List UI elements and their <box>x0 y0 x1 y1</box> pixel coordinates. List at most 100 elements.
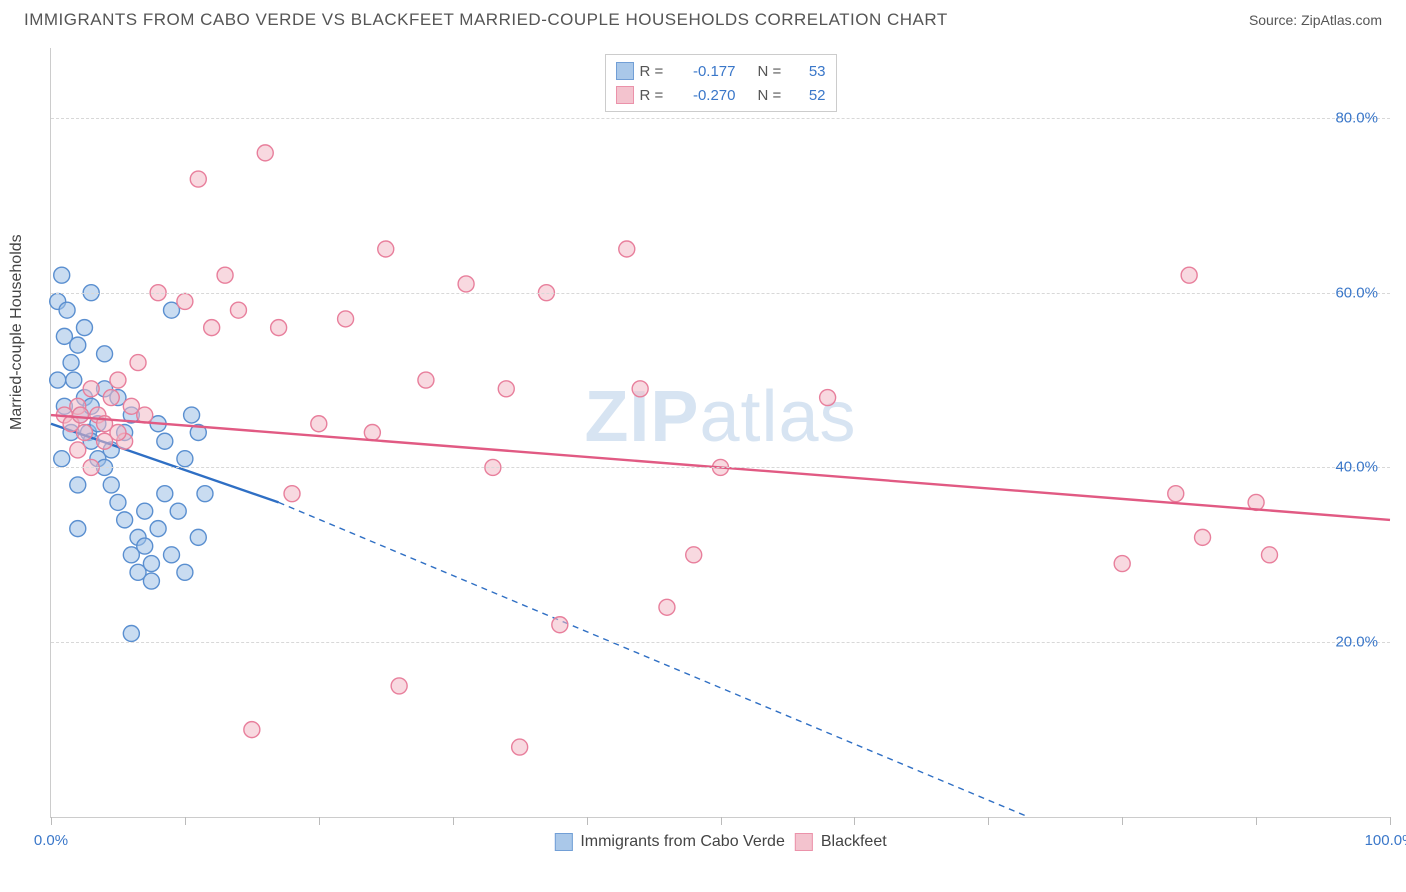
scatter-point <box>157 486 173 502</box>
scatter-point <box>103 477 119 493</box>
scatter-point <box>66 372 82 388</box>
y-tick-label: 20.0% <box>1335 634 1378 651</box>
x-tick <box>51 817 52 825</box>
x-tick <box>453 817 454 825</box>
trend-line-dashed <box>279 502 1029 817</box>
scatter-point <box>130 355 146 371</box>
legend-r-value: -0.177 <box>676 63 736 80</box>
legend-swatch <box>616 62 634 80</box>
series-legend-item: Immigrants from Cabo Verde <box>554 833 785 851</box>
y-tick-label: 40.0% <box>1335 459 1378 476</box>
legend-n-label: N = <box>758 87 788 104</box>
scatter-point <box>177 293 193 309</box>
legend-n-value: 53 <box>794 63 826 80</box>
scatter-point <box>184 407 200 423</box>
scatter-point <box>1261 547 1277 563</box>
scatter-point <box>123 625 139 641</box>
scatter-point <box>110 494 126 510</box>
scatter-point <box>110 425 126 441</box>
scatter-point <box>54 267 70 283</box>
scatter-point <box>1195 529 1211 545</box>
x-tick <box>1390 817 1391 825</box>
scatter-point <box>632 381 648 397</box>
scatter-point <box>284 486 300 502</box>
scatter-point <box>1168 486 1184 502</box>
scatter-point <box>50 372 66 388</box>
grid-line <box>51 118 1390 119</box>
x-tick <box>988 817 989 825</box>
scatter-point <box>197 486 213 502</box>
scatter-point <box>338 311 354 327</box>
source-name: ZipAtlas.com <box>1301 12 1382 28</box>
scatter-point <box>70 521 86 537</box>
x-tick <box>721 817 722 825</box>
x-tick <box>854 817 855 825</box>
chart-svg <box>51 48 1390 817</box>
scatter-point <box>110 372 126 388</box>
scatter-point <box>512 739 528 755</box>
x-tick-label: 0.0% <box>34 832 68 849</box>
legend-swatch <box>795 833 813 851</box>
y-tick-label: 60.0% <box>1335 284 1378 301</box>
scatter-point <box>177 451 193 467</box>
scatter-point <box>143 573 159 589</box>
y-tick-label: 80.0% <box>1335 109 1378 126</box>
chart-title: IMMIGRANTS FROM CABO VERDE VS BLACKFEET … <box>24 10 948 30</box>
scatter-point <box>204 320 220 336</box>
scatter-point <box>137 538 153 554</box>
scatter-point <box>59 302 75 318</box>
scatter-point <box>820 390 836 406</box>
grid-line <box>51 467 1390 468</box>
scatter-point <box>552 617 568 633</box>
scatter-point <box>230 302 246 318</box>
scatter-point <box>190 171 206 187</box>
grid-line <box>51 642 1390 643</box>
scatter-point <box>117 512 133 528</box>
series-name: Blackfeet <box>821 833 887 851</box>
x-tick <box>1122 817 1123 825</box>
legend-r-label: R = <box>640 63 670 80</box>
scatter-point <box>157 433 173 449</box>
legend-r-value: -0.270 <box>676 87 736 104</box>
plot-area: ZIPatlas R =-0.177N =53R =-0.270N =52 Im… <box>50 48 1390 818</box>
legend-n-label: N = <box>758 63 788 80</box>
series-legend-item: Blackfeet <box>795 833 887 851</box>
scatter-point <box>418 372 434 388</box>
scatter-point <box>137 503 153 519</box>
scatter-point <box>70 337 86 353</box>
legend-n-value: 52 <box>794 87 826 104</box>
x-tick-label: 100.0% <box>1365 832 1406 849</box>
scatter-point <box>244 722 260 738</box>
correlation-legend: R = -0.177 N = 53 R = -0.270 N = 52 <box>605 54 837 112</box>
scatter-point <box>498 381 514 397</box>
series-legend: Immigrants from Cabo Verde Blackfeet <box>554 833 886 851</box>
scatter-point <box>70 477 86 493</box>
scatter-point <box>72 407 88 423</box>
scatter-point <box>83 381 99 397</box>
chart-header: IMMIGRANTS FROM CABO VERDE VS BLACKFEET … <box>0 0 1406 36</box>
legend-swatch <box>554 833 572 851</box>
scatter-point <box>76 320 92 336</box>
scatter-point <box>458 276 474 292</box>
x-tick <box>185 817 186 825</box>
scatter-point <box>137 407 153 423</box>
x-tick <box>587 817 588 825</box>
legend-row: R = -0.270 N = 52 <box>616 83 826 107</box>
scatter-point <box>63 355 79 371</box>
scatter-point <box>391 678 407 694</box>
scatter-point <box>164 547 180 563</box>
legend-r-label: R = <box>640 87 670 104</box>
scatter-point <box>1181 267 1197 283</box>
scatter-point <box>311 416 327 432</box>
scatter-point <box>271 320 287 336</box>
scatter-point <box>217 267 233 283</box>
grid-line <box>51 293 1390 294</box>
scatter-point <box>619 241 635 257</box>
x-tick <box>319 817 320 825</box>
legend-row: R = -0.177 N = 53 <box>616 59 826 83</box>
series-name: Immigrants from Cabo Verde <box>580 833 785 851</box>
x-tick <box>1256 817 1257 825</box>
scatter-point <box>54 451 70 467</box>
source-prefix: Source: <box>1249 12 1301 28</box>
scatter-point <box>257 145 273 161</box>
